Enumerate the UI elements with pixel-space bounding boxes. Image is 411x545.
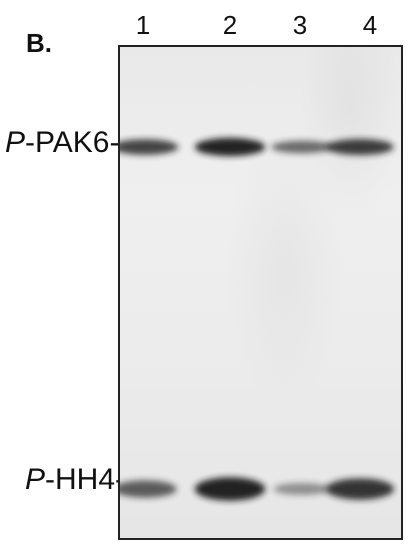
lane-number-1: 1: [135, 10, 151, 40]
band-hh4-lane-4: [326, 478, 394, 500]
hh4-label-name: -HH4-: [45, 463, 126, 496]
band-pak6-lane-1: [120, 139, 179, 155]
band-hh4-lane-3: [273, 483, 331, 495]
hh4-label-prefix: P: [25, 463, 46, 496]
pak6-label-prefix: P: [5, 126, 26, 159]
lane-number-3: 3: [292, 10, 308, 40]
band-hh4-lane-1: [120, 480, 177, 498]
gel-bands: [120, 137, 394, 501]
lane-number-2: 2: [222, 10, 238, 40]
band-pak6-lane-4: [326, 138, 394, 156]
hh4-label: P-HH4-: [25, 463, 125, 497]
band-pak6-lane-2: [194, 137, 266, 157]
pak6-label-name: -PAK6-: [25, 126, 120, 159]
lane-number-4: 4: [362, 10, 378, 40]
panel-label: B.: [26, 28, 52, 58]
gel-image: [118, 45, 403, 540]
pak6-label: P-PAK6-: [5, 126, 119, 160]
band-pak6-lane-3: [271, 140, 333, 154]
band-hh4-lane-2: [194, 477, 266, 501]
